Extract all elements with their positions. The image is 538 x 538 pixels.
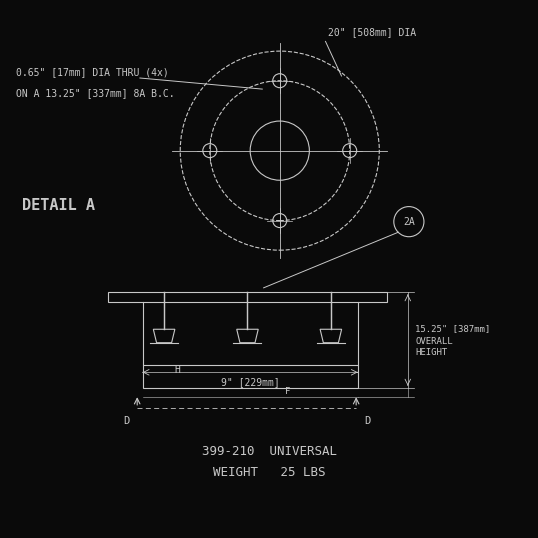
Text: DETAIL A: DETAIL A	[22, 198, 95, 213]
Text: F: F	[285, 387, 291, 396]
Text: D: D	[364, 416, 370, 426]
Text: 9" [229mm]: 9" [229mm]	[221, 377, 280, 387]
Text: 399-210  UNIVERSAL
WEIGHT   25 LBS: 399-210 UNIVERSAL WEIGHT 25 LBS	[202, 445, 336, 479]
Text: HEIGHT: HEIGHT	[415, 348, 448, 357]
Text: 20" [508mm] DIA: 20" [508mm] DIA	[328, 27, 416, 37]
Text: 15.25" [387mm]: 15.25" [387mm]	[415, 324, 491, 332]
Text: ON A 13.25" [337mm] 8A B.C.: ON A 13.25" [337mm] 8A B.C.	[16, 88, 175, 98]
Text: OVERALL: OVERALL	[415, 337, 453, 345]
Text: H: H	[175, 365, 180, 375]
Text: 0.65" [17mm] DIA THRU (4x): 0.65" [17mm] DIA THRU (4x)	[16, 67, 169, 77]
Text: D: D	[123, 416, 130, 426]
Text: 2A: 2A	[403, 217, 415, 226]
Bar	[108, 292, 387, 302]
Bar	[143, 365, 358, 388]
